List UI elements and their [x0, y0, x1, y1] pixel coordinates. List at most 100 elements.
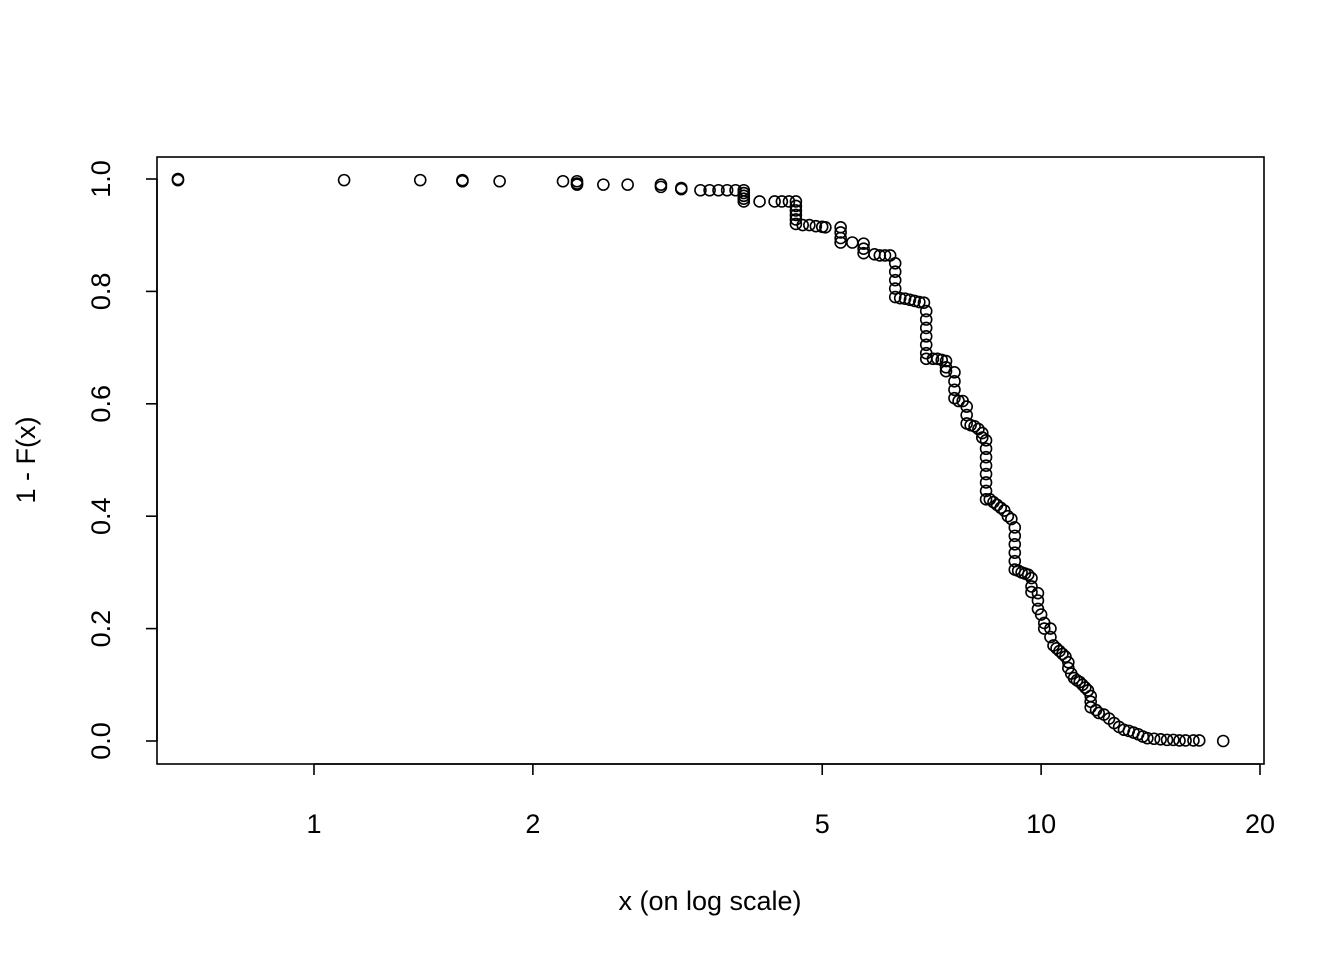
data-point	[1062, 656, 1075, 669]
data-point	[1173, 734, 1186, 747]
data-point	[654, 180, 668, 194]
data-point	[919, 304, 933, 318]
data-point	[919, 313, 933, 326]
data-point	[1160, 733, 1174, 747]
plot-frame	[156, 156, 1265, 765]
data-point	[948, 383, 961, 397]
data-point	[987, 495, 1000, 509]
data-point	[888, 265, 902, 279]
data-point	[979, 467, 993, 481]
data-point	[570, 178, 584, 191]
data-point	[979, 450, 993, 464]
x-tick-label: 2	[525, 809, 540, 839]
data-point	[1216, 734, 1230, 748]
data-point	[1031, 594, 1045, 607]
data-point	[919, 338, 933, 352]
data-point	[926, 352, 940, 366]
data-point	[990, 498, 1004, 512]
data-point	[1141, 731, 1154, 745]
y-tick-label: 0.0	[86, 722, 116, 760]
data-point	[903, 293, 917, 307]
data-point	[789, 199, 803, 213]
data-point	[1008, 546, 1022, 560]
data-point	[1044, 630, 1057, 644]
data-point	[1179, 734, 1192, 747]
data-point	[888, 282, 902, 295]
data-point	[413, 173, 427, 187]
data-point	[979, 459, 993, 472]
y-axis: 0.0 0.2 0.4 0.6 0.8 1.0	[86, 160, 158, 760]
data-point	[171, 173, 185, 187]
data-point	[556, 174, 570, 188]
data-point	[979, 442, 993, 456]
data-point	[789, 217, 803, 231]
data-point	[834, 226, 847, 239]
data-point	[846, 236, 859, 249]
data-point	[753, 195, 766, 208]
x-tick-label: 10	[1026, 809, 1056, 839]
data-point	[948, 366, 961, 379]
data-point	[1008, 521, 1022, 534]
data-point	[1037, 622, 1051, 635]
data-point	[1008, 529, 1022, 543]
data-point	[809, 219, 823, 233]
data-point	[888, 290, 902, 304]
data-point	[1092, 706, 1105, 720]
x-tick-label: 5	[815, 809, 830, 839]
data-point	[975, 426, 989, 440]
data-point	[789, 204, 803, 217]
data-point	[1001, 509, 1015, 523]
data-point	[939, 364, 953, 378]
data-point	[948, 375, 961, 388]
data-point	[597, 178, 610, 191]
data-point	[694, 183, 707, 197]
data-point	[456, 174, 469, 188]
data-point	[908, 294, 921, 308]
data-point	[775, 195, 789, 208]
data-point	[1008, 537, 1022, 551]
data-point	[768, 195, 781, 208]
data-point	[789, 208, 803, 222]
data-point	[803, 218, 816, 232]
data-point	[857, 237, 870, 250]
data-point	[1147, 732, 1161, 746]
data-point	[819, 221, 832, 234]
data-point	[493, 174, 506, 188]
data-point	[1025, 580, 1038, 593]
data-point	[960, 400, 973, 413]
data-point	[712, 183, 725, 197]
x-tick-label: 1	[306, 809, 321, 839]
data-point	[1031, 586, 1045, 600]
data-point	[1025, 585, 1038, 599]
data-point	[1034, 608, 1048, 621]
data-point	[878, 249, 892, 262]
data-point	[917, 296, 931, 309]
data-point	[939, 354, 953, 368]
y-axis-label: 1 - F(x)	[11, 417, 41, 504]
y-tick-label: 0.8	[86, 273, 116, 311]
data-point	[1154, 733, 1167, 746]
data-point	[737, 195, 751, 208]
data-point	[994, 501, 1008, 515]
y-tick-label: 0.6	[86, 385, 116, 423]
y-tick-label: 0.4	[86, 497, 116, 535]
y-tick-label: 1.0	[86, 160, 116, 198]
data-point	[1192, 734, 1206, 747]
data-point	[975, 431, 989, 444]
data-point	[720, 183, 734, 197]
data-point	[913, 295, 926, 309]
data-point	[1044, 622, 1057, 635]
data-point	[888, 273, 902, 287]
data-point	[1021, 568, 1035, 581]
data-point	[979, 434, 993, 447]
data-point	[893, 291, 907, 305]
data-point	[796, 218, 809, 232]
data-point	[621, 178, 634, 191]
x-axis-label: x (on log scale)	[618, 886, 801, 916]
data-point	[337, 173, 351, 187]
data-point	[919, 330, 933, 343]
data-point	[1005, 512, 1018, 526]
data-point	[979, 493, 993, 506]
data-point	[1167, 733, 1180, 747]
